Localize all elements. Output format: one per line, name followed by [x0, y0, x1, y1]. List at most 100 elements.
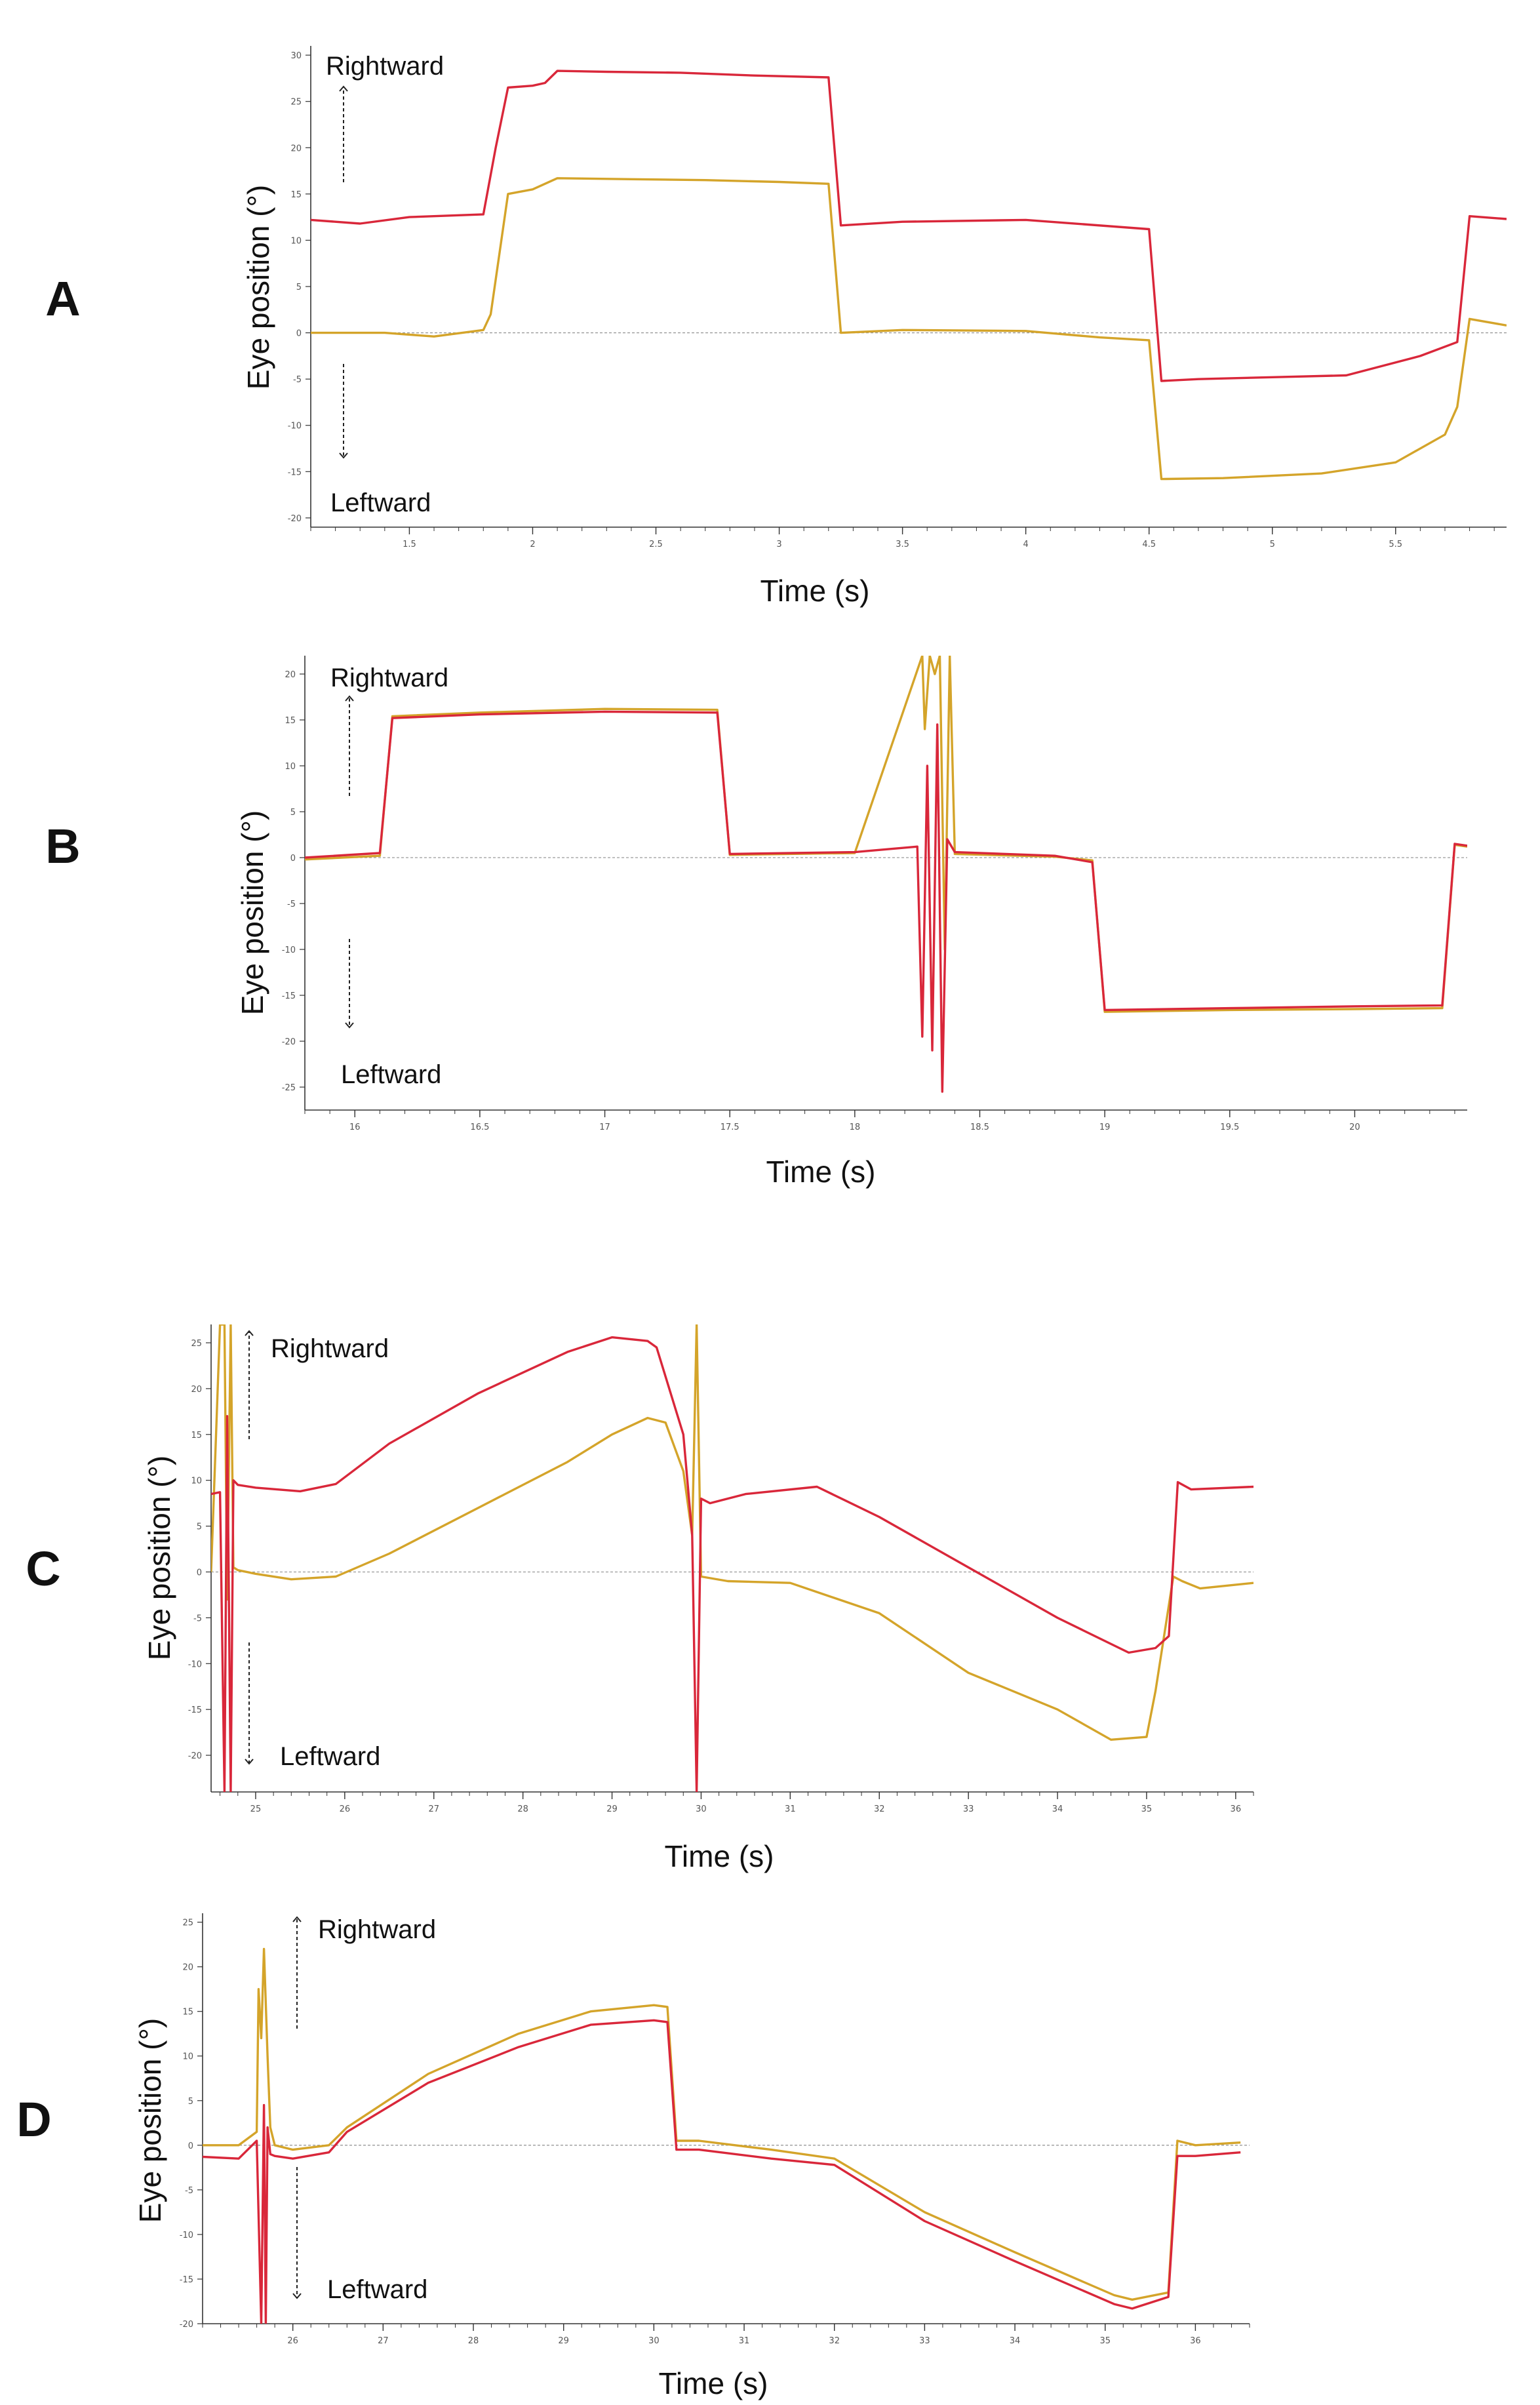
x-tick-label: 30 — [648, 2336, 660, 2346]
series-line-red — [305, 710, 1467, 1093]
x-tick-label: 35 — [1141, 1804, 1153, 1814]
y-tick-label: -20 — [180, 2320, 193, 2330]
y-tick-label: 0 — [296, 329, 302, 339]
x-tick-label: 18 — [850, 1123, 861, 1132]
y-tick-label: -5 — [185, 2186, 193, 2196]
x-tick-label: 1.5 — [403, 540, 416, 549]
x-tick-label: 36 — [1190, 2336, 1201, 2346]
series-line-red — [311, 70, 1507, 382]
chart-panel-b: 16 16.5 17 17.5 18 18.5 19 19.5 20 20 15 10 5 0 -5 -10 -… — [45, 656, 1467, 1189]
y-tick-label: 15 — [191, 1431, 202, 1441]
y-tick-label: -5 — [287, 900, 296, 909]
y-tick-label: -5 — [293, 375, 302, 385]
x-tick-label: 19.5 — [1220, 1123, 1239, 1132]
rightward-label: Rightward — [330, 664, 448, 692]
y-tick-label: 10 — [182, 2052, 193, 2062]
x-tick-label: 29 — [558, 2336, 569, 2346]
x-tick-label: 28 — [468, 2336, 479, 2346]
series-line-red — [203, 2019, 1241, 2324]
y-tick-label: -20 — [282, 1037, 296, 1047]
y-axis-title: Eye position (°) — [241, 185, 275, 389]
y-tick-label: -25 — [282, 1083, 296, 1093]
x-tick-label: 30 — [696, 1804, 707, 1814]
x-tick-label: 25 — [250, 1804, 262, 1814]
x-tick-label: 18.5 — [970, 1123, 989, 1132]
y-tick-label: -10 — [282, 945, 296, 955]
y-tick-label: -15 — [180, 2275, 193, 2285]
y-tick-label: -15 — [188, 1705, 202, 1715]
x-tick-label: 33 — [919, 2336, 930, 2346]
x-tick-label: 34 — [1010, 2336, 1021, 2346]
x-tick-label: 31 — [739, 2336, 750, 2346]
panel-label-b: B — [45, 819, 80, 873]
x-tick-label: 35 — [1099, 2336, 1111, 2346]
x-axis-title: Time (s) — [665, 1839, 774, 1873]
y-tick-label: 25 — [182, 1918, 193, 1928]
x-tick-label: 27 — [378, 2336, 389, 2346]
y-tick-label: 20 — [285, 670, 296, 680]
series-line-orange — [203, 1947, 1241, 2301]
y-tick-label: 20 — [182, 1963, 193, 1973]
y-tick-label: 5 — [197, 1522, 202, 1532]
series-line-orange — [311, 177, 1507, 481]
x-tick-label: 28 — [517, 1804, 528, 1814]
y-axis-title: Eye position (°) — [142, 1456, 176, 1660]
x-tick-label: 26 — [340, 1804, 351, 1814]
panel-label-d: D — [16, 2092, 51, 2147]
y-tick-label: 5 — [188, 2097, 193, 2107]
x-tick-label: 16 — [349, 1123, 361, 1132]
y-tick-label: 15 — [285, 716, 296, 726]
y-tick-label: 10 — [290, 236, 302, 246]
y-tick-label: 30 — [290, 51, 302, 61]
x-tick-label: 33 — [963, 1804, 974, 1814]
y-axis-title: Eye position (°) — [235, 810, 269, 1015]
y-tick-label: 5 — [290, 808, 296, 818]
y-tick-label: 0 — [290, 854, 296, 864]
x-axis-title: Time (s) — [760, 574, 870, 608]
y-tick-label: -15 — [288, 467, 302, 477]
series-line-orange — [305, 656, 1467, 1013]
y-tick-label: -20 — [288, 514, 302, 524]
x-tick-label: 17 — [599, 1123, 610, 1132]
rightward-label: Rightward — [326, 52, 444, 81]
x-tick-label: 4.5 — [1142, 540, 1156, 549]
chart-panel-d: 26 27 28 29 30 31 32 33 34 35 36 25 20 15 10 5 0 -5 -10 -15… — [16, 1913, 1250, 2400]
series-line-orange — [211, 1324, 1254, 1741]
x-tick-label: 32 — [829, 2336, 840, 2346]
x-tick-label: 32 — [874, 1804, 885, 1814]
x-axis-title: Time (s) — [659, 2366, 768, 2400]
leftward-label: Leftward — [330, 488, 431, 517]
x-tick-label: 2 — [530, 540, 535, 549]
leftward-label: Leftward — [327, 2275, 427, 2304]
y-tick-label: 0 — [188, 2141, 193, 2151]
y-tick-label: 25 — [191, 1339, 202, 1349]
y-tick-label: -10 — [188, 1660, 202, 1669]
y-tick-label: 15 — [182, 2008, 193, 2017]
y-tick-label: 20 — [290, 144, 302, 153]
panel-label-c: C — [26, 1541, 60, 1596]
y-tick-label: 25 — [290, 98, 302, 108]
x-tick-label: 29 — [606, 1804, 618, 1814]
y-tick-label: -10 — [288, 422, 302, 431]
y-tick-label: -10 — [180, 2231, 193, 2240]
x-tick-label: 2.5 — [649, 540, 663, 549]
y-tick-label: 20 — [191, 1385, 202, 1395]
x-tick-label: 16.5 — [470, 1123, 489, 1132]
x-tick-label: 3 — [776, 540, 781, 549]
x-tick-label: 36 — [1231, 1804, 1242, 1814]
rightward-label: Rightward — [271, 1334, 389, 1363]
x-tick-label: 5.5 — [1389, 540, 1402, 549]
leftward-label: Leftward — [341, 1060, 441, 1089]
x-tick-label: 5 — [1270, 540, 1275, 549]
x-tick-label: 26 — [287, 2336, 298, 2346]
y-tick-label: 10 — [285, 762, 296, 772]
x-tick-label: 4 — [1023, 540, 1028, 549]
x-tick-label: 20 — [1349, 1123, 1360, 1132]
rightward-label: Rightward — [318, 1915, 436, 1944]
x-tick-label: 34 — [1052, 1804, 1063, 1814]
chart-panel-a: 1.5 2 2.5 3 3.5 4 4.5 5 5.5 30 25 20 15 10 5 0 -5 -10 -15 -… — [45, 46, 1507, 608]
x-tick-label: 17.5 — [721, 1123, 740, 1132]
x-tick-label: 27 — [428, 1804, 439, 1814]
y-tick-label: -5 — [193, 1614, 202, 1623]
